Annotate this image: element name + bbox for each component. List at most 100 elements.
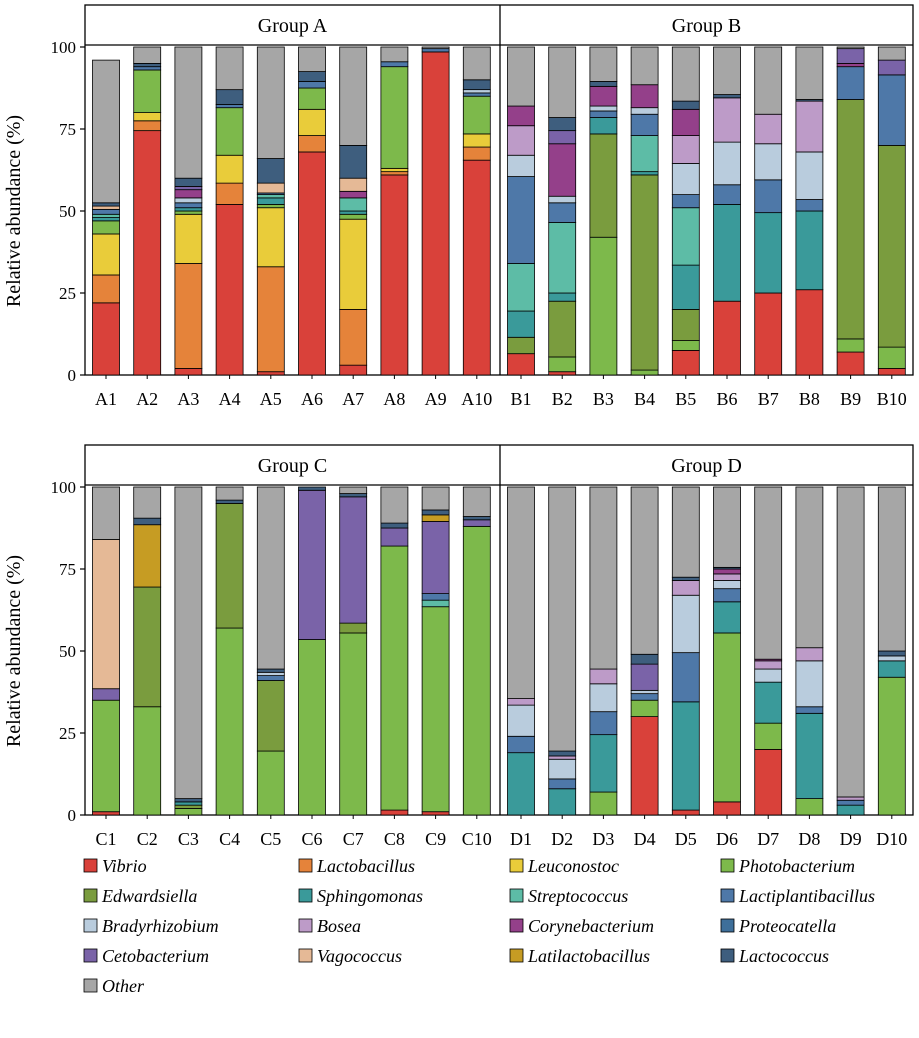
x-tick-label-a9: A9 [425, 389, 447, 409]
x-tick-label-d8: D8 [798, 829, 820, 849]
bar-segment-d8-sphingomonas [795, 712, 824, 800]
bar-segment-d6-vibrio [713, 801, 741, 816]
bar-segment-b5-photobacterium [671, 340, 700, 351]
bar-segment-a10-photobacterium [462, 95, 491, 135]
bar-segment-b5-edwardsiella [671, 308, 700, 341]
bar-segment-c10-lactococcus [462, 516, 491, 521]
bar-segment-b7-other [754, 46, 783, 115]
y-tick-label: 25 [59, 284, 76, 303]
legend-label-cetobacterium: Cetobacterium [102, 946, 209, 966]
bar-segment-b4-other [630, 46, 659, 86]
bar-segment-c9-lactococcus [421, 509, 450, 516]
bar-segment-b9-photobacterium [836, 338, 865, 353]
bar-segment-a8-photobacterium [380, 66, 409, 169]
bar-segment-b7-lactiplantibacillus [754, 179, 783, 214]
bar-segment-a10-lactobacillus [462, 146, 491, 161]
legend-label-bosea: Bosea [317, 916, 361, 936]
legend-swatch-leuconostoc [509, 858, 524, 873]
bar-segment-a10-lactococcus [462, 79, 491, 91]
bar-segment-d7-sphingomonas [754, 681, 783, 724]
legend-swatch-vibrio [83, 858, 98, 873]
x-tick-label-a1: A1 [95, 389, 117, 409]
bar-segment-a4-other [215, 46, 244, 91]
bar-segment-c8-vibrio [380, 809, 409, 816]
bar-segment-d7-photobacterium [754, 722, 783, 750]
legend-swatch-photobacterium [720, 858, 735, 873]
bar-segment-a6-photobacterium [298, 87, 326, 110]
bar-segment-a6-lactobacillus [298, 135, 326, 153]
y-tick-label: 100 [51, 478, 77, 497]
legend-label-lactococcus: Lactococcus [738, 946, 829, 966]
x-tick-label-d9: D9 [840, 829, 862, 849]
bar-segment-c2-lactococcus [133, 517, 162, 526]
x-tick-label-d4: D4 [634, 829, 656, 849]
chart-row-top: 0 25 50 75 100 Relative abundance (%) Group A A… [3, 4, 914, 409]
bar-segment-b6-bradyrhizobium [713, 141, 741, 186]
x-tick-label-c4: C4 [219, 829, 240, 849]
bar-segment-c6-lactococcus [298, 486, 326, 491]
bar-segment-d5-lactococcus [671, 576, 700, 581]
bar-segment-a3-leuconostoc [174, 213, 203, 264]
x-tick-label-c9: C9 [425, 829, 446, 849]
x-tick-label-b2: B2 [552, 389, 573, 409]
bar-segment-d3-bradyrhizobium [589, 683, 618, 713]
bar-segment-a7-photobacterium [339, 213, 368, 220]
bar-segment-b1-lactiplantibacillus [507, 176, 535, 264]
bar-segment-a7-corynebacterium [339, 190, 368, 199]
bar-segment-c7-photobacterium [339, 632, 368, 816]
y-axis-label: Relative abundance (%) [3, 115, 25, 307]
bar-segment-d4-bradyrhizobium [630, 689, 659, 695]
bar-segment-b6-lactiplantibacillus [713, 184, 741, 205]
bar-segment-b1-streptococcus [507, 263, 535, 312]
x-tick-label-b3: B3 [593, 389, 614, 409]
bar-segment-d6-other [713, 486, 741, 568]
bar-segment-a5-photobacterium [256, 204, 285, 209]
legend-swatch-cetobacterium [83, 948, 98, 963]
x-tick-label-a4: A4 [219, 389, 241, 409]
bar-segment-b2-corynebacterium [548, 143, 577, 197]
bar-segment-d7-vibrio [754, 749, 783, 816]
bar-segment-c1-cetobacterium [92, 688, 120, 701]
bar-segment-d3-other [589, 486, 618, 670]
bar-segment-a7-leuconostoc [339, 218, 368, 310]
bar-segment-c3-lactococcus [174, 798, 203, 803]
bar-segment-c6-cetobacterium [298, 489, 326, 640]
x-tick-label-c2: C2 [137, 829, 158, 849]
y-tick-label: 75 [59, 120, 76, 139]
x-tick-label-b5: B5 [675, 389, 696, 409]
bar-segment-c2-latilactobacillus [133, 524, 162, 588]
bar-segment-a7-vibrio [339, 364, 368, 376]
legend-swatch-latilactobacillus [509, 948, 524, 963]
bar-segment-b8-sphingomonas [795, 210, 824, 291]
bar-segment-d9-bosea [836, 796, 865, 801]
x-tick-label-d6: D6 [716, 829, 738, 849]
bar-segment-a5-other [256, 46, 285, 159]
bar-segment-b9-vibrio [836, 351, 865, 376]
y-tick-label: 25 [59, 724, 76, 743]
bar-segment-a1-leuconostoc [92, 233, 120, 276]
bar-segment-b2-vibrio [548, 371, 577, 376]
legend-label-vibrio: Vibrio [102, 856, 147, 876]
bar-segment-b4-sphingomonas [630, 171, 659, 176]
bar-segment-b2-lactococcus [548, 117, 577, 132]
x-tick-label-a10: A10 [461, 389, 492, 409]
bar-segment-a2-vibrio [133, 130, 162, 376]
bar-segment-c4-photobacterium [215, 627, 244, 816]
bar-segment-a8-lactiplantibacillus [380, 61, 409, 68]
legend-swatch-sphingomonas [298, 888, 313, 903]
bar-segment-d3-photobacterium [589, 791, 618, 816]
bar-segment-c9-vibrio [421, 811, 450, 816]
y-tick-label: 0 [68, 806, 77, 825]
bar-segment-b10-cetobacterium [877, 59, 906, 76]
bar-segment-b4-streptococcus [630, 135, 659, 173]
bar-segment-a10-lactiplantibacillus [462, 92, 491, 97]
bar-segment-b1-bosea [507, 125, 535, 156]
bar-segment-c10-photobacterium [462, 525, 491, 816]
bar-segment-d2-bradyrhizobium [548, 758, 577, 780]
bar-segment-a10-bradyrhizobium [462, 89, 491, 94]
bar-segment-b1-edwardsiella [507, 336, 535, 355]
x-tick-label-c5: C5 [260, 829, 281, 849]
bar-segment-a1-lactobacillus [92, 274, 120, 304]
bar-segment-d2-lactococcus [548, 750, 577, 757]
legend-swatch-corynebacterium [509, 918, 524, 933]
